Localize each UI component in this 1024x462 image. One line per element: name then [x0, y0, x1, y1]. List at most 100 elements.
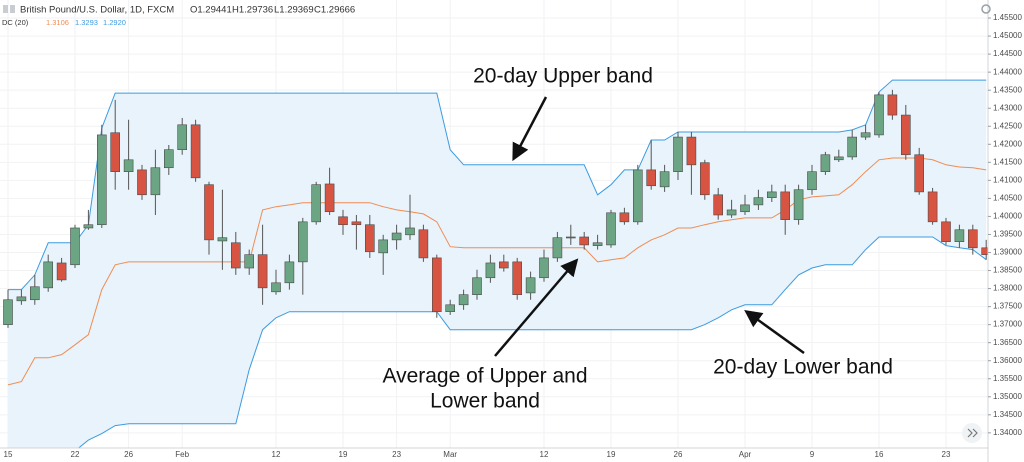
candle-body: [431, 257, 442, 312]
candle-body: [271, 282, 281, 293]
candle-body: [164, 149, 174, 169]
y-tick-label: 1.44000: [993, 67, 1022, 76]
candle-body: [445, 304, 456, 312]
arrow: [512, 96, 548, 162]
annotation: 20-day Lower band: [713, 356, 893, 379]
y-tick-label: 1.41500: [993, 157, 1022, 166]
candle-body: [525, 277, 536, 294]
candle-body: [900, 114, 911, 156]
candle-body: [190, 124, 201, 179]
candle-body: [284, 261, 295, 284]
candle-body: [297, 221, 308, 263]
indicator-name: DC (20): [2, 18, 29, 27]
settings-icon[interactable]: [981, 4, 991, 14]
y-tick-label: 1.36500: [993, 338, 1022, 347]
candle-body: [512, 261, 523, 295]
y-tick-label: 1.34000: [993, 428, 1022, 437]
x-tick-label: 19: [339, 450, 348, 459]
annotations: 20-day Upper band Average of Upper and L…: [382, 65, 892, 413]
y-tick-label: 1.37500: [993, 302, 1022, 311]
candle-body: [659, 171, 670, 188]
candle-body: [914, 154, 925, 193]
candle-body: [137, 169, 147, 196]
indicator-value: 1.3106: [46, 18, 69, 27]
basis-band: [7, 157, 987, 386]
candle-body: [606, 212, 616, 246]
x-tick-label: 26: [124, 450, 133, 459]
candle-body: [472, 277, 482, 295]
candle-body: [110, 132, 120, 172]
x-tick-label: Mar: [443, 450, 457, 459]
candle-body: [619, 212, 630, 223]
candle-body: [874, 94, 884, 136]
candle-body: [70, 227, 80, 266]
candle-body: [97, 134, 107, 226]
ohlc-low: L1.29369: [274, 5, 314, 16]
candle-body: [740, 204, 750, 213]
candle-body: [579, 236, 590, 246]
x-tick-label: 12: [540, 450, 549, 459]
candle-body: [673, 136, 683, 172]
axes: 1.45500 1.45000 1.44500 1.44000 1.43500 1.430…: [4, 13, 1023, 459]
candle-body: [793, 189, 804, 220]
candle-body: [43, 261, 54, 289]
candle-body: [16, 296, 27, 302]
y-tick-label: 1.40500: [993, 193, 1022, 202]
candle-body: [56, 262, 67, 281]
candle-body: [257, 254, 268, 289]
y-tick-label: 1.38500: [993, 266, 1022, 275]
x-tick-label: 26: [674, 450, 683, 459]
y-tick-label: 1.42500: [993, 121, 1022, 130]
candle-body: [351, 221, 362, 226]
candle-body: [699, 162, 710, 196]
y-tick-label: 1.36000: [993, 356, 1022, 365]
icon: [3, 5, 8, 13]
y-tick-label: 1.37000: [993, 320, 1022, 329]
candle-body: [498, 261, 509, 269]
symbol: British Pound/U.S. Dollar, 1D, FXCM: [20, 5, 174, 16]
y-tick-label: 1.43500: [993, 85, 1022, 94]
candle-body: [391, 232, 402, 241]
candle-body: [927, 191, 938, 223]
candle-body: [150, 167, 161, 196]
candle-body: [338, 216, 348, 226]
candle-body: [753, 197, 764, 206]
candle-body: [485, 262, 496, 279]
x-tick-label: 9: [810, 450, 815, 459]
y-tick-label: 1.44500: [993, 49, 1022, 58]
candle-body: [3, 299, 13, 325]
y-tick-label: 1.39000: [993, 248, 1022, 257]
candle-body: [177, 124, 187, 150]
candle-body: [418, 229, 429, 259]
candle-body: [954, 229, 965, 242]
candle-body: [686, 136, 697, 166]
annotation: 20-day Upper band: [473, 65, 653, 88]
candle-body: [766, 191, 777, 198]
channel-fill: [8, 80, 987, 448]
candle-body: [847, 136, 858, 158]
indicator-value: 1.3293: [75, 18, 98, 27]
header: British Pound/U.S. Dollar, 1D, FXCM O1.2…: [2, 4, 991, 443]
ohlc-high: H1.29736: [232, 5, 273, 16]
scroll-icon: [967, 428, 978, 438]
y-tick-label: 1.43000: [993, 103, 1022, 112]
candle-body: [123, 159, 134, 172]
candle-body: [324, 183, 335, 213]
candle-body: [860, 132, 871, 138]
candle-body: [887, 94, 898, 116]
x-tick-label: 23: [942, 450, 951, 459]
y-tick-label: 1.42000: [993, 139, 1022, 148]
candle-body: [458, 294, 469, 306]
ohlc-close: C1.29666: [314, 5, 355, 16]
candle-body: [820, 154, 831, 172]
candle-body: [646, 169, 657, 187]
y-tick-label: 1.35000: [993, 392, 1022, 401]
lower-band: [77, 236, 987, 448]
y-tick-label: 1.45500: [993, 13, 1022, 22]
y-tick-label: 1.34500: [993, 410, 1022, 419]
icon: [10, 5, 15, 13]
y-tick-label: 1.38000: [993, 284, 1022, 293]
candle-body: [592, 242, 603, 246]
candle-body: [539, 257, 549, 279]
